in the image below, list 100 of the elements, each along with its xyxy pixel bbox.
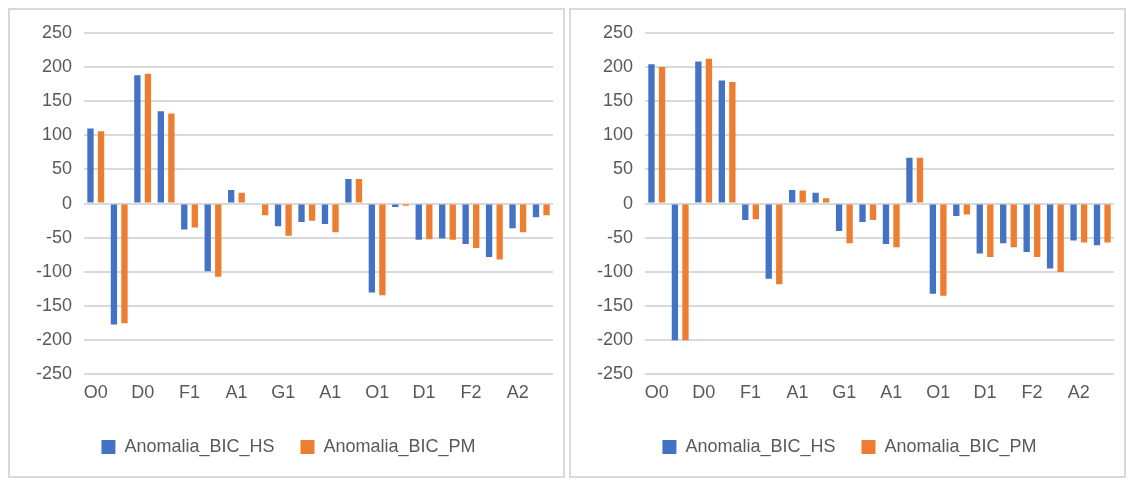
y-tick-label: -100 <box>597 260 634 281</box>
bar <box>729 81 736 203</box>
bar <box>776 204 783 285</box>
bar <box>671 204 679 341</box>
bar <box>893 204 900 248</box>
bar <box>473 204 480 249</box>
x-tick-label: A1 <box>880 382 903 403</box>
bar <box>532 204 540 218</box>
bar <box>121 204 128 324</box>
bar <box>355 179 363 203</box>
bar <box>1046 204 1054 269</box>
x-tick-label: D0 <box>692 382 716 403</box>
x-tick-label: G1 <box>832 382 857 403</box>
y-tick-label: -200 <box>597 329 634 350</box>
bar <box>742 204 749 220</box>
y-tick-label: 200 <box>602 55 634 76</box>
x-tick-label: F2 <box>460 382 482 403</box>
x-tick-label: D0 <box>131 382 155 403</box>
bar <box>869 204 877 220</box>
x-tick-label: F2 <box>1021 382 1043 403</box>
y-tick-label: 250 <box>602 21 634 42</box>
bar <box>658 66 666 203</box>
bar <box>215 204 222 277</box>
bar <box>321 204 329 225</box>
y-tick-label: 250 <box>41 21 73 42</box>
y-tick-label: 100 <box>602 124 634 145</box>
x-tick-label: G1 <box>271 382 296 403</box>
bar <box>426 204 433 240</box>
x-tick-label: A1 <box>786 382 809 403</box>
bar <box>1057 204 1064 272</box>
bar <box>332 204 339 233</box>
y-tick-label: -250 <box>36 363 73 384</box>
bar <box>496 204 503 260</box>
bar <box>110 204 118 325</box>
x-tick-label: O1 <box>365 382 390 403</box>
bar <box>859 204 866 223</box>
bar <box>285 204 292 236</box>
bar <box>705 58 713 203</box>
bar <box>953 204 960 216</box>
bar <box>882 204 890 244</box>
y-tick-label: -150 <box>597 295 634 316</box>
x-tick-label: A2 <box>506 382 529 403</box>
bar <box>87 128 94 203</box>
bar <box>916 157 924 203</box>
bar <box>789 189 796 203</box>
x-tick-label: D1 <box>412 382 436 403</box>
bar <box>144 73 152 203</box>
x-tick-label: O0 <box>83 382 108 403</box>
y-tick-label: -100 <box>36 260 73 281</box>
x-tick-label: F1 <box>179 382 201 403</box>
bar <box>1010 204 1017 248</box>
x-tick-label: O0 <box>644 382 669 403</box>
bar <box>963 204 971 215</box>
bar <box>462 204 469 244</box>
x-tick-label: F1 <box>740 382 762 403</box>
bar <box>929 204 937 294</box>
bar <box>97 131 105 203</box>
bar <box>718 80 725 203</box>
bar <box>765 204 772 279</box>
y-tick-label: -50 <box>607 226 634 247</box>
bar <box>415 204 422 240</box>
y-tick-label: 150 <box>602 90 634 111</box>
bar <box>439 204 446 239</box>
bar <box>509 204 516 229</box>
y-tick-label: 0 <box>623 192 634 213</box>
y-tick-label: -50 <box>46 226 73 247</box>
bar <box>1034 204 1041 257</box>
bar <box>976 204 983 254</box>
bar <box>906 157 913 203</box>
bar <box>262 204 269 216</box>
y-tick-label: 100 <box>41 124 73 145</box>
bar <box>823 198 830 203</box>
legend-label: Anomalia_BIC_HS <box>685 435 836 457</box>
y-tick-label: 0 <box>62 192 73 213</box>
bar <box>298 204 305 223</box>
bar <box>134 75 141 203</box>
legend-label: Anomalia_BIC_PM <box>323 435 476 457</box>
bar <box>695 61 702 203</box>
bar <box>543 204 550 216</box>
bar <box>1070 204 1077 241</box>
bar <box>204 204 211 272</box>
bar <box>1080 204 1088 243</box>
bar <box>308 204 316 221</box>
bar <box>485 204 493 257</box>
bar <box>379 204 386 296</box>
y-tick-label: 50 <box>52 158 73 179</box>
bar <box>812 192 819 203</box>
y-tick-label: 150 <box>41 90 73 111</box>
bar <box>1000 204 1007 244</box>
bar <box>799 190 806 203</box>
y-tick-label: -200 <box>36 329 73 350</box>
bar <box>181 204 188 230</box>
y-tick-label: 200 <box>41 55 73 76</box>
legend-label: Anomalia_BIC_PM <box>884 435 1037 457</box>
bar <box>519 204 527 233</box>
bar <box>368 204 376 293</box>
bar <box>987 204 994 257</box>
legend-label: Anomalia_BIC_HS <box>124 435 275 457</box>
bar <box>752 204 759 220</box>
bar <box>274 204 282 227</box>
